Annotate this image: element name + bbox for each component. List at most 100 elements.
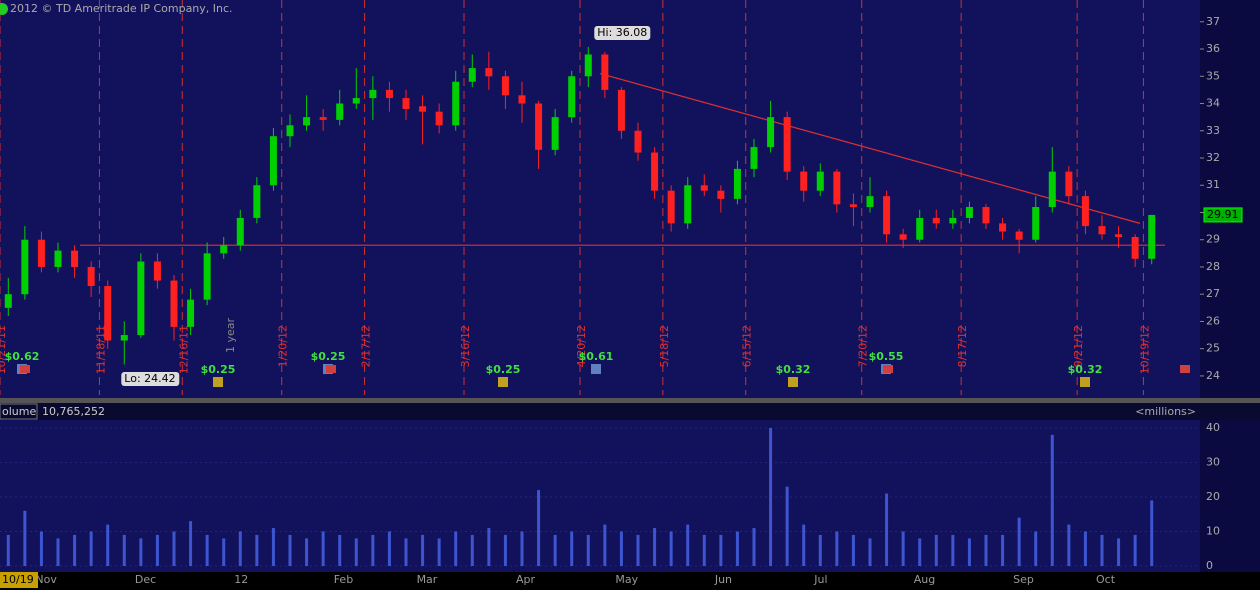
- dividend-icon: [591, 364, 601, 374]
- date-marker-label: 3/16/12: [459, 325, 472, 367]
- volume-bar: [139, 538, 143, 566]
- y-tick-label: 37: [1206, 15, 1220, 28]
- volume-bar: [1034, 531, 1038, 566]
- dividend-label: $0.32: [1068, 363, 1103, 376]
- volume-bar: [1133, 534, 1137, 566]
- candle-body: [37, 239, 45, 267]
- candle-body: [170, 280, 178, 327]
- volume-bar: [503, 534, 507, 566]
- volume-bar: [487, 528, 491, 566]
- candle-body: [187, 299, 195, 327]
- dividend-icon: [213, 377, 223, 387]
- candle-body: [700, 185, 708, 191]
- volume-bar: [189, 521, 193, 566]
- candle-body: [253, 185, 261, 218]
- candle-body: [551, 117, 559, 150]
- date-marker-label: 1/20/12: [277, 325, 290, 367]
- volume-bar: [271, 528, 275, 566]
- volume-header: [0, 403, 1260, 420]
- y-tick-label: 24: [1206, 369, 1220, 382]
- volume-bar: [1150, 500, 1154, 566]
- volume-panel: [0, 420, 1200, 572]
- volume-bar: [719, 534, 723, 566]
- dividend-icon: [788, 377, 798, 387]
- candle-body: [104, 286, 112, 341]
- candle-body: [236, 217, 244, 246]
- volume-bar: [835, 531, 839, 566]
- candle-body: [1115, 234, 1123, 237]
- volume-tick-label: 10: [1206, 524, 1220, 537]
- candle-body: [369, 89, 377, 99]
- candle-body: [220, 245, 228, 254]
- volume-bar: [653, 528, 657, 566]
- candle-body: [717, 190, 725, 199]
- candle-body: [203, 253, 211, 300]
- event-icon: [20, 365, 30, 373]
- x-tick-label: Jul: [813, 573, 827, 586]
- x-tick-label: Oct: [1096, 573, 1116, 586]
- x-tick-label: Aug: [914, 573, 935, 586]
- x-tick-label: Mar: [417, 573, 438, 586]
- candle-body: [651, 152, 659, 191]
- candle-body: [849, 204, 857, 208]
- candle-body: [617, 89, 625, 131]
- candle-body: [684, 185, 692, 224]
- candle-body: [352, 98, 360, 104]
- price-panel: [0, 0, 1200, 398]
- candle-body: [286, 125, 294, 137]
- y-tick-label: 28: [1206, 260, 1220, 273]
- candle-body: [71, 250, 79, 267]
- candle-body: [87, 266, 95, 287]
- candle-body: [733, 168, 741, 199]
- y-tick-label: 33: [1206, 124, 1220, 137]
- volume-bar: [23, 510, 27, 566]
- volume-bar: [1083, 531, 1087, 566]
- volume-bar: [752, 528, 756, 566]
- hi-label-box: [594, 26, 651, 40]
- volume-axis-panel: [1200, 420, 1260, 572]
- volume-bar: [205, 534, 209, 566]
- volume-bar: [769, 427, 773, 566]
- volume-bar: [951, 534, 955, 566]
- candle-body: [54, 250, 62, 267]
- candle-body: [634, 130, 642, 153]
- volume-bar: [984, 534, 988, 566]
- volume-bar: [222, 538, 226, 566]
- candle-body: [336, 103, 344, 120]
- date-marker-label: 9/21/12: [1072, 325, 1085, 367]
- y-tick-label: 36: [1206, 42, 1220, 55]
- logo: [0, 3, 8, 15]
- date-marker-label: 2/17/12: [360, 325, 373, 367]
- volume-bar: [437, 538, 441, 566]
- volume-bar: [255, 534, 259, 566]
- candle-body: [1015, 231, 1023, 240]
- candle-body: [319, 117, 327, 120]
- candle-body: [1048, 171, 1056, 208]
- last-price: 29.91: [1207, 208, 1239, 221]
- candle-body: [1148, 214, 1156, 259]
- candle-body: [1131, 237, 1139, 259]
- candle-body: [535, 103, 543, 150]
- y-tick-label: 32: [1206, 151, 1220, 164]
- x-tick-label: Apr: [516, 573, 536, 586]
- candle-body: [21, 239, 29, 295]
- volume-bar: [56, 538, 60, 566]
- candle-body: [750, 147, 758, 169]
- candle-body: [452, 81, 460, 126]
- copyright: 2012 © TD Ameritrade IP Company, Inc.: [10, 2, 233, 15]
- date-marker-label: 7/20/12: [857, 325, 870, 367]
- current-date: 10/19: [2, 573, 34, 586]
- volume-bar: [686, 524, 690, 566]
- candle-body: [485, 68, 493, 77]
- candle-body: [866, 196, 874, 208]
- event-icon: [326, 365, 336, 373]
- volume-bar: [735, 531, 739, 566]
- dividend-label: $0.32: [776, 363, 811, 376]
- volume-bar: [868, 538, 872, 566]
- candle-body: [120, 335, 128, 341]
- candle-body: [932, 217, 940, 224]
- candle-body: [518, 95, 526, 104]
- candle-body: [816, 171, 824, 191]
